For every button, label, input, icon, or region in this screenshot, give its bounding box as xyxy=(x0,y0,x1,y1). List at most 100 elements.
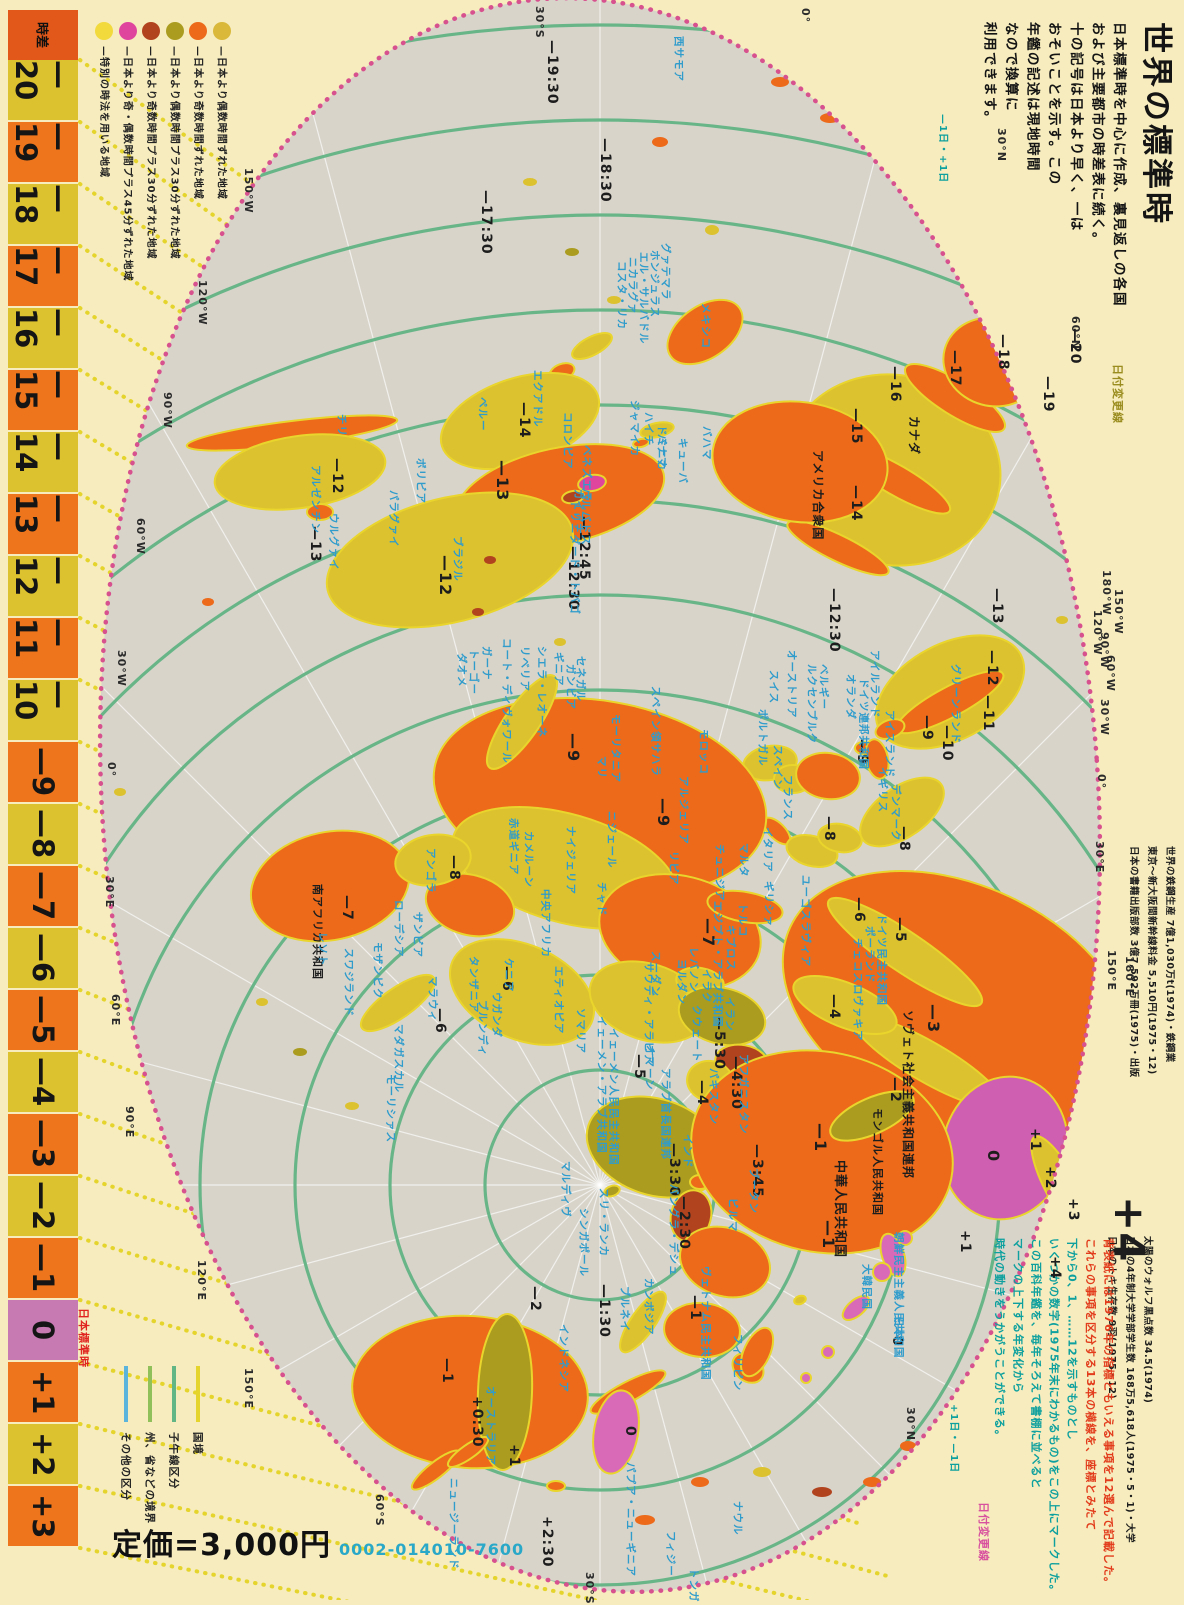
legend-dot-label: —日本より偶数時間ずれた地域 xyxy=(215,46,227,200)
timezone-offset-label: —17 xyxy=(947,350,963,387)
price-label: 定価=3,000円 xyxy=(112,1528,332,1563)
region-blob xyxy=(666,298,744,366)
map-label: ポーランド xyxy=(863,926,876,984)
timezone-offset-label: —6 xyxy=(499,966,515,992)
map-label: イギリス xyxy=(876,767,889,813)
graticule-label: 120°W xyxy=(196,280,209,326)
title-paragraph-line: なので換算に xyxy=(1003,22,1020,112)
graticule-label: 180°W xyxy=(1100,570,1113,616)
scale-cell-label: +3 xyxy=(26,1493,60,1539)
timezone-offset-label: —19 xyxy=(1040,376,1056,413)
scale-cell: —9 xyxy=(8,742,78,802)
map-label: チャド xyxy=(595,882,608,917)
graticule-label: 60°W xyxy=(1104,655,1117,692)
map-label: 朝鮮民主主義人民共和国 xyxy=(892,1232,905,1359)
map-label: カンボジア xyxy=(642,1278,655,1336)
map-label: フィリピン xyxy=(731,1334,744,1392)
timezone-offset-label: 0 xyxy=(984,1150,1003,1163)
region-blob xyxy=(325,491,575,629)
map-label: イェーメン・アラブ共和国 xyxy=(595,1016,608,1154)
graticule-label: 60°S xyxy=(373,1494,386,1527)
map-label: ケニア xyxy=(502,958,515,993)
map-label: イタリア xyxy=(761,827,774,873)
scale-cell: +1 xyxy=(8,1362,78,1422)
region-blob xyxy=(561,489,585,505)
island xyxy=(293,1048,307,1056)
margin-stat-line: 世界の鉄鋼生産 7億1,030万t(1974)・鉄鋼業 xyxy=(1164,846,1176,1063)
scale-cell-label: —3 xyxy=(26,1119,60,1169)
margin-stat-line: 東京〜新大阪間新幹線料金 5,510円(1975・12) xyxy=(1146,846,1158,1075)
timezone-offset-label: —3:30 xyxy=(666,1143,682,1197)
timezone-offset-label: —18 xyxy=(995,334,1011,371)
timezone-offset-label: +1 xyxy=(506,1444,522,1468)
meridian-dotted-line xyxy=(78,1484,604,1600)
map-label: ニカラグァ xyxy=(626,257,639,315)
region-blob xyxy=(424,872,516,938)
scale-cell-label: +2 xyxy=(26,1431,60,1477)
map-label: ブルンディ xyxy=(476,1000,489,1057)
graticule-label: 30°W xyxy=(115,650,128,687)
region-blob xyxy=(446,1436,490,1468)
map-label: コスタ・リカ xyxy=(615,261,628,330)
scale-cell-label: —16 xyxy=(9,308,77,349)
timezone-offset-label: —12:45 xyxy=(576,516,592,581)
timezone-offset-label: —12 xyxy=(329,458,345,495)
region-blob xyxy=(677,985,767,1047)
map-label: ホンジュラス xyxy=(648,250,661,319)
map-label: 大韓民国 xyxy=(860,1264,873,1310)
region-blob xyxy=(577,473,607,493)
time-difference-scale: 時差 —20 —19 —18 —17 —16 —15 —14 —13 —12 —11 —10 —9 —8… xyxy=(8,10,78,1548)
map-label: フィジー xyxy=(664,1531,677,1577)
legend-line-label: 州、省などの境界 xyxy=(143,1432,156,1524)
map-label: キューバ xyxy=(676,438,689,484)
scale-cell: —11 xyxy=(8,618,78,678)
parallel-arc xyxy=(47,23,1153,1600)
graticule-label: 30°N xyxy=(904,1407,917,1442)
island xyxy=(863,1477,881,1487)
timezone-offset-label: —1 xyxy=(687,1295,703,1321)
map-label: アンゴラ xyxy=(424,848,437,894)
timezone-offset-label: —1 xyxy=(819,1220,838,1250)
legend-dot xyxy=(142,22,160,40)
timezone-offset-label: —14 xyxy=(516,402,532,439)
graticule-label: 150°E xyxy=(242,1368,255,1409)
margin-stats-1: 世界の鉄鋼生産 7億1,030万t(1974)・鉄鋼業 東京〜新大阪間新幹線料金 … xyxy=(1124,846,1178,1136)
margin-stat-line: 日本の4年制大学学部学生数 168万5,618人(1975・5・1)・大学 xyxy=(1124,1236,1136,1544)
legend-dot xyxy=(189,22,207,40)
region-blob xyxy=(359,973,437,1033)
timezone-offset-label: —6 xyxy=(432,1008,448,1034)
legend-dot-label: —日本より奇数時間ずれた地域 xyxy=(192,46,203,200)
timezone-offset-label: —8 xyxy=(896,826,912,852)
title-paragraph-line: おそいことを示す。この xyxy=(1046,22,1063,186)
graticule-label: 0° xyxy=(105,762,118,778)
timezone-offset-label: —3 xyxy=(924,1004,943,1034)
legend-line xyxy=(148,1366,152,1422)
map-label: スペイン領サハラ xyxy=(649,686,662,777)
map-label: ルクセンブルク xyxy=(805,664,818,745)
island xyxy=(753,1467,771,1477)
map-label: スリ・ランカ xyxy=(597,1188,610,1257)
map-label: 日付変更線 xyxy=(1111,364,1124,424)
map-label: コロンビア xyxy=(561,412,574,470)
map-label: スペイン xyxy=(771,745,784,791)
map-label: オマーン xyxy=(643,1045,656,1091)
meridian-dotted-line xyxy=(78,1298,862,1526)
scale-cell: —7 xyxy=(8,866,78,926)
map-label: リビア xyxy=(667,851,680,886)
graticule-label: 90°W xyxy=(1098,632,1111,669)
legend-dot xyxy=(165,22,184,40)
map-label: オランダ xyxy=(844,674,857,720)
meridian-dotted-line xyxy=(78,58,342,250)
timezone-offset-label: —12 xyxy=(984,650,1000,687)
map-label: バルバドス xyxy=(579,488,592,546)
map-label: フランス xyxy=(781,775,794,821)
map-label: パキスタン xyxy=(707,1068,720,1126)
scale-cell-label: —20 xyxy=(9,60,77,101)
graticule-label: 0° xyxy=(799,8,812,24)
note-line: 背表紙には1976年の指標ともいえる事項を12選んで記載した。 xyxy=(1101,1238,1115,1589)
map-label: ガイアナ xyxy=(572,489,585,535)
map-label: イラン xyxy=(723,997,736,1032)
timezone-offset-label: —17:30 xyxy=(478,190,494,255)
region-blob xyxy=(739,1326,775,1378)
legend-line-label: 子午線区分 xyxy=(167,1432,180,1490)
